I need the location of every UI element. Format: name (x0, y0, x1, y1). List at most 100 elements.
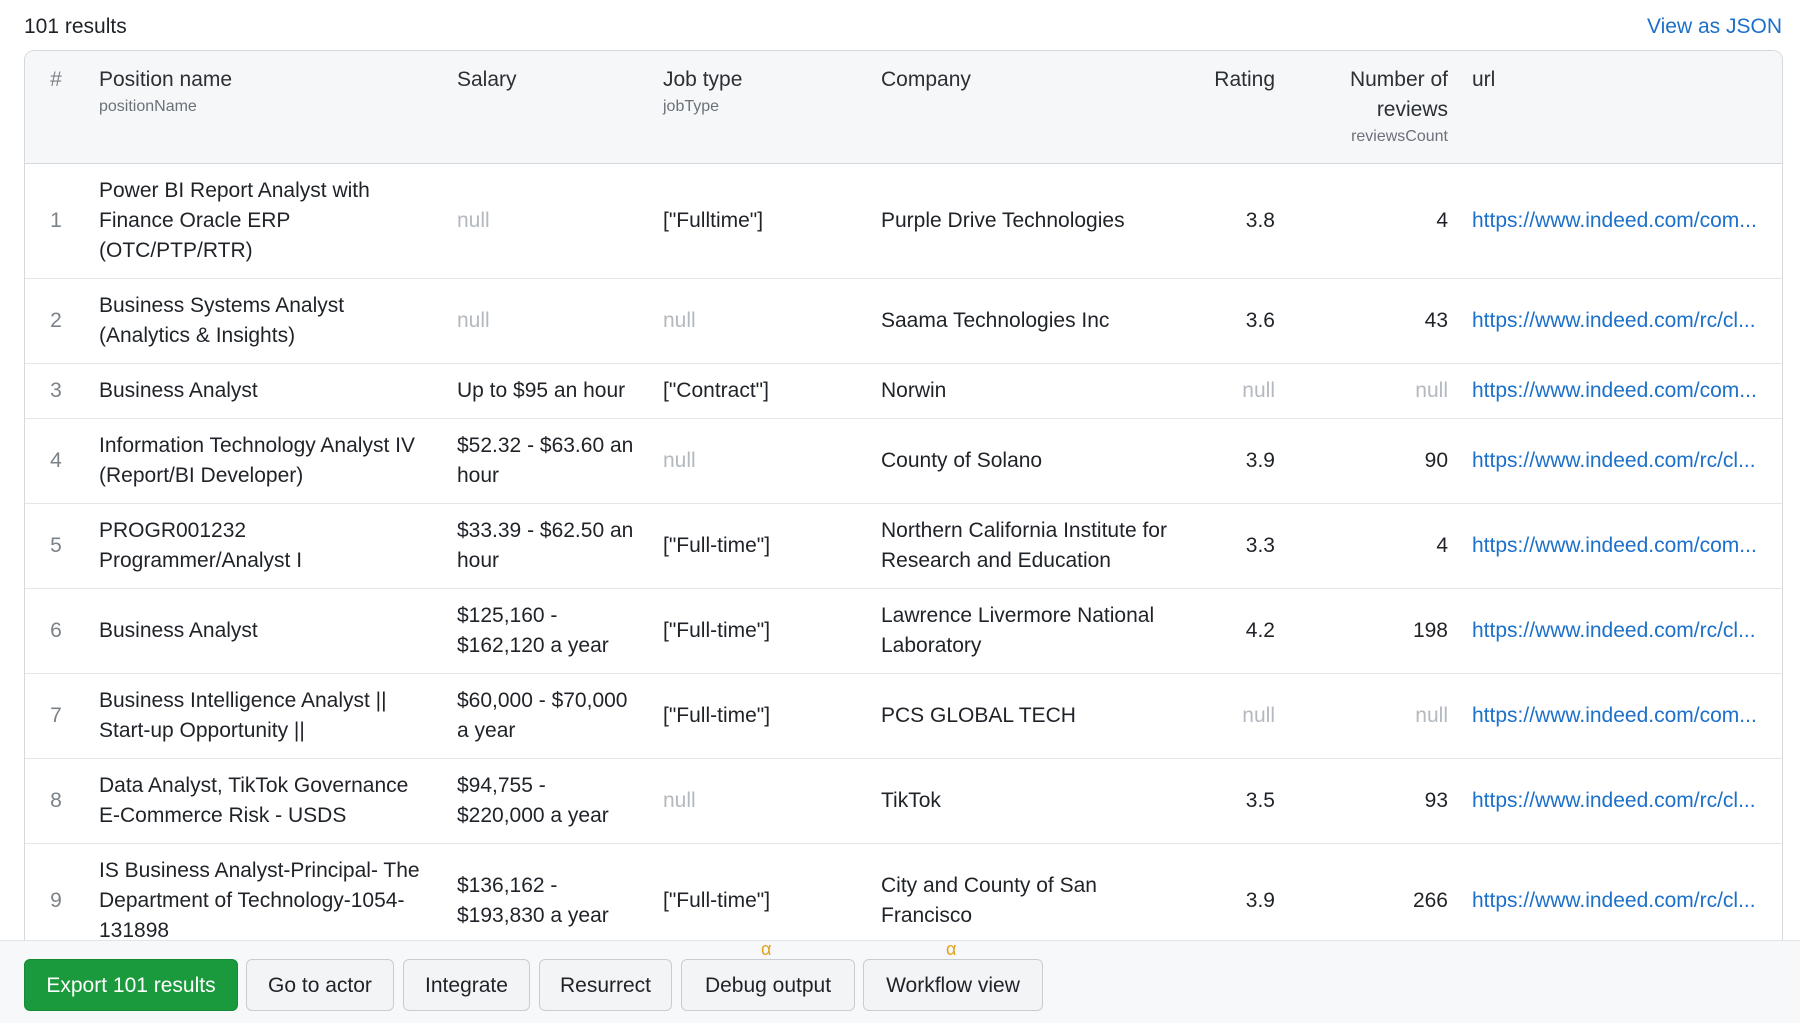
table-row[interactable]: 1 Power BI Report Analyst with Finance O… (25, 163, 1782, 279)
url-link[interactable]: https://www.indeed.com/rc/cl... (1472, 889, 1756, 912)
reviews-count-cell: 93 (1287, 758, 1460, 844)
table-row[interactable]: 9 IS Business Analyst-Principal- The Dep… (25, 843, 1782, 941)
debug-output-button[interactable]: Debug output (681, 959, 855, 1011)
results-header: 101 results View as JSON (0, 0, 1800, 50)
job-type-cell: ["Full-time"] (651, 843, 869, 941)
column-header-index[interactable]: # (25, 51, 87, 164)
column-header-label: Salary (457, 68, 517, 91)
salary-cell: null (445, 278, 651, 364)
row-index: 1 (25, 163, 87, 279)
position-name-cell: Power BI Report Analyst with Finance Ora… (87, 163, 445, 279)
company-cell: Saama Technologies Inc (869, 278, 1197, 364)
position-name-cell: Business Systems Analyst (Analytics & In… (87, 278, 445, 364)
job-type-cell: ["Contract"] (651, 363, 869, 419)
column-header-job-type[interactable]: Job type jobType (651, 51, 869, 164)
column-header-label: Rating (1214, 68, 1275, 91)
column-header-reviews-count[interactable]: Number of reviews reviewsCount (1287, 51, 1460, 164)
column-header-label: Company (881, 68, 971, 91)
position-name-cell: Information Technology Analyst IV (Repor… (87, 418, 445, 504)
url-cell: https://www.indeed.com/rc/cl... (1460, 588, 1782, 674)
row-index: 8 (25, 758, 87, 844)
workflow-view-button[interactable]: Workflow view (863, 959, 1043, 1011)
column-header-label: Number of reviews (1349, 68, 1448, 121)
url-link[interactable]: https://www.indeed.com/rc/cl... (1472, 619, 1756, 642)
table-row[interactable]: 5 PROGR001232 Programmer/Analyst I $33.3… (25, 503, 1782, 589)
url-link[interactable]: https://www.indeed.com/com... (1472, 704, 1757, 727)
salary-cell: $136,162 - $193,830 a year (445, 843, 651, 941)
view-as-json-link[interactable]: View as JSON (1647, 15, 1782, 38)
rating-cell: 3.3 (1197, 503, 1287, 589)
position-name-cell: IS Business Analyst-Principal- The Depar… (87, 843, 445, 941)
reviews-count-cell: 43 (1287, 278, 1460, 364)
column-header-company[interactable]: Company (869, 51, 1197, 164)
table-header-row: # Position name positionName Salary Job … (25, 51, 1782, 164)
action-toolbar: Export 101 results Go to actor Integrate… (0, 939, 1800, 1023)
company-cell: Lawrence Livermore National Laboratory (869, 588, 1197, 674)
reviews-count-cell: 4 (1287, 503, 1460, 589)
url-link[interactable]: https://www.indeed.com/com... (1472, 379, 1757, 402)
column-header-key: positionName (99, 98, 197, 115)
rating-cell: 4.2 (1197, 588, 1287, 674)
column-header-rating[interactable]: Rating (1197, 51, 1287, 164)
table-row[interactable]: 8 Data Analyst, TikTok Governance E-Comm… (25, 758, 1782, 844)
position-name-cell: Business Analyst (87, 363, 445, 419)
job-type-cell: ["Full-time"] (651, 673, 869, 759)
rating-cell: 3.9 (1197, 843, 1287, 941)
row-index: 3 (25, 363, 87, 419)
go-to-actor-button[interactable]: Go to actor (246, 959, 394, 1011)
salary-cell: $94,755 - $220,000 a year (445, 758, 651, 844)
url-cell: https://www.indeed.com/rc/cl... (1460, 843, 1782, 941)
column-header-label: # (50, 68, 62, 91)
position-name-cell: Business Analyst (87, 588, 445, 674)
url-link[interactable]: https://www.indeed.com/com... (1472, 209, 1757, 232)
company-cell: TikTok (869, 758, 1197, 844)
reviews-count-cell: 90 (1287, 418, 1460, 504)
column-header-position-name[interactable]: Position name positionName (87, 51, 445, 164)
salary-cell: Up to $95 an hour (445, 363, 651, 419)
job-type-cell: null (651, 758, 869, 844)
job-type-cell: ["Fulltime"] (651, 163, 869, 279)
table-row[interactable]: 7 Business Intelligence Analyst || Start… (25, 673, 1782, 759)
alpha-badge: α (761, 939, 772, 959)
column-header-salary[interactable]: Salary (445, 51, 651, 164)
url-cell: https://www.indeed.com/com... (1460, 673, 1782, 759)
url-cell: https://www.indeed.com/rc/cl... (1460, 418, 1782, 504)
url-link[interactable]: https://www.indeed.com/rc/cl... (1472, 449, 1756, 472)
reviews-count-cell: 266 (1287, 843, 1460, 941)
position-name-cell: Data Analyst, TikTok Governance E-Commer… (87, 758, 445, 844)
export-results-button[interactable]: Export 101 results (24, 959, 238, 1011)
results-table: # Position name positionName Salary Job … (24, 50, 1783, 941)
url-link[interactable]: https://www.indeed.com/rc/cl... (1472, 789, 1756, 812)
rating-cell: 3.6 (1197, 278, 1287, 364)
salary-cell: $33.39 - $62.50 an hour (445, 503, 651, 589)
job-type-cell: ["Full-time"] (651, 588, 869, 674)
job-type-cell: null (651, 278, 869, 364)
column-header-key: jobType (663, 98, 720, 115)
company-cell: Purple Drive Technologies (869, 163, 1197, 279)
url-link[interactable]: https://www.indeed.com/rc/cl... (1472, 309, 1756, 332)
row-index: 7 (25, 673, 87, 759)
company-cell: PCS GLOBAL TECH (869, 673, 1197, 759)
results-count: 101 results (24, 15, 127, 38)
table-row[interactable]: 6 Business Analyst $125,160 - $162,120 a… (25, 588, 1782, 674)
row-index: 2 (25, 278, 87, 364)
url-cell: https://www.indeed.com/com... (1460, 503, 1782, 589)
column-header-url[interactable]: url (1460, 51, 1782, 164)
url-cell: https://www.indeed.com/rc/cl... (1460, 278, 1782, 364)
company-cell: Northern California Institute for Resear… (869, 503, 1197, 589)
alpha-badge: α (946, 939, 957, 959)
resurrect-button[interactable]: Resurrect (539, 959, 672, 1011)
rating-cell: 3.9 (1197, 418, 1287, 504)
row-index: 6 (25, 588, 87, 674)
salary-cell: null (445, 163, 651, 279)
salary-cell: $60,000 - $70,000 a year (445, 673, 651, 759)
company-cell: County of Solano (869, 418, 1197, 504)
url-link[interactable]: https://www.indeed.com/com... (1472, 534, 1757, 557)
table-row[interactable]: 2 Business Systems Analyst (Analytics & … (25, 278, 1782, 364)
integrate-button[interactable]: Integrate (403, 959, 530, 1011)
rating-cell: 3.5 (1197, 758, 1287, 844)
table-row[interactable]: 3 Business Analyst Up to $95 an hour ["C… (25, 363, 1782, 419)
salary-cell: $125,160 - $162,120 a year (445, 588, 651, 674)
reviews-count-cell: null (1287, 673, 1460, 759)
table-row[interactable]: 4 Information Technology Analyst IV (Rep… (25, 418, 1782, 504)
